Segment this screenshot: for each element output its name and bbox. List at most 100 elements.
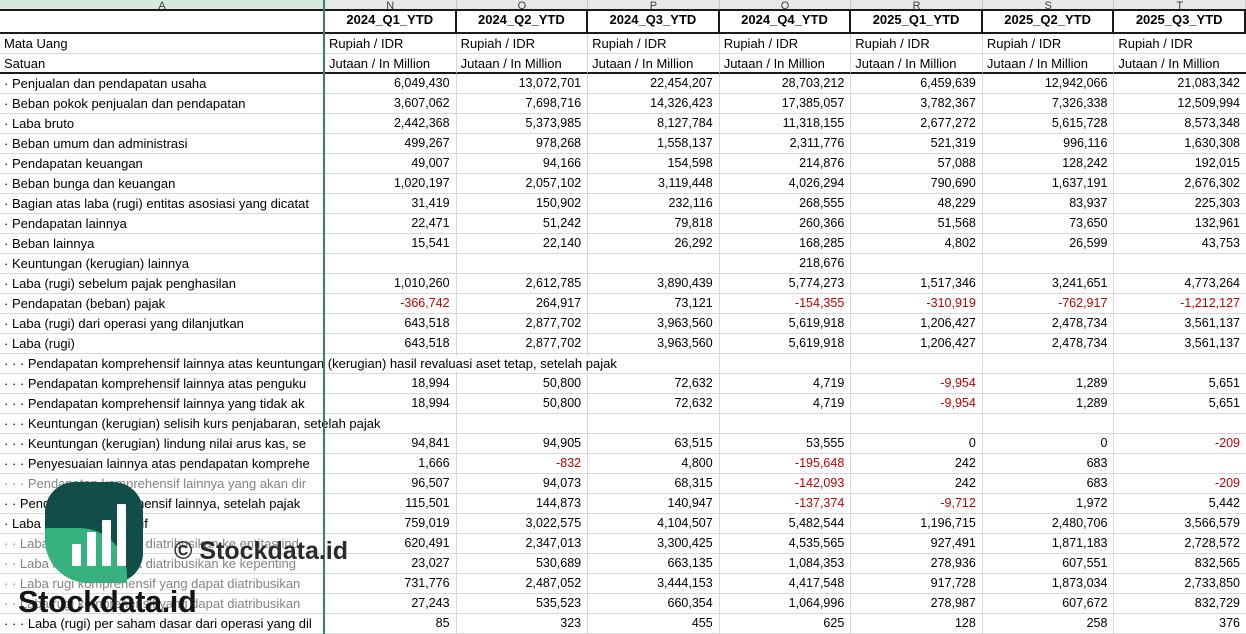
value-cell[interactable]: 154,598	[588, 154, 720, 174]
value-cell[interactable]: 5,373,985	[456, 114, 589, 134]
value-cell[interactable]: 8,127,784	[588, 114, 720, 134]
value-cell[interactable]: 2,478,734	[982, 314, 1115, 334]
meta-value[interactable]: Jutaan / In Million	[1114, 54, 1246, 74]
value-cell[interactable]: 94,841	[325, 434, 457, 454]
value-cell[interactable]: 218,676	[719, 254, 852, 274]
value-cell[interactable]: 14,326,423	[588, 94, 720, 114]
value-cell[interactable]: 128	[851, 614, 983, 634]
value-cell[interactable]: 4,802	[851, 234, 983, 254]
period-header[interactable]: 2025_Q2_YTD	[983, 11, 1115, 32]
value-cell[interactable]: 13,072,701	[456, 74, 589, 94]
value-cell[interactable]: 7,326,338	[982, 94, 1115, 114]
value-cell[interactable]: 1,196,715	[851, 514, 983, 534]
row-label[interactable]: · Keuntungan (kerugian) lainnya	[0, 254, 325, 274]
value-cell[interactable]: 18,994	[325, 394, 457, 414]
value-cell[interactable]: 260,366	[719, 214, 852, 234]
value-cell[interactable]: 535,523	[456, 594, 589, 614]
value-cell[interactable]: 2,728,572	[1114, 534, 1246, 554]
value-cell[interactable]: 28,703,212	[719, 74, 852, 94]
value-cell[interactable]: 0	[851, 434, 983, 454]
row-label[interactable]: · Laba bruto	[0, 114, 325, 134]
value-cell[interactable]: 50,800	[456, 394, 589, 414]
value-cell[interactable]: 132,961	[1114, 214, 1246, 234]
value-cell[interactable]: 4,719	[719, 394, 852, 414]
value-cell[interactable]: 4,773,264	[1114, 274, 1246, 294]
value-cell[interactable]: 258	[982, 614, 1115, 634]
value-cell[interactable]: 3,963,560	[588, 314, 720, 334]
value-cell[interactable]: 268,555	[719, 194, 852, 214]
value-cell[interactable]: 2,311,776	[719, 134, 852, 154]
value-cell[interactable]: 1,871,183	[982, 534, 1115, 554]
corner-cell[interactable]	[0, 11, 325, 32]
value-cell[interactable]: 0	[982, 434, 1115, 454]
value-cell[interactable]: 1,206,427	[851, 334, 983, 354]
value-cell[interactable]: 376	[1114, 614, 1246, 634]
row-label[interactable]: · Laba rugi komprehensif	[0, 514, 325, 534]
value-cell[interactable]: 927,491	[851, 534, 983, 554]
row-label[interactable]: · · · Keuntungan (kerugian) selisih kurs…	[0, 414, 384, 434]
value-cell[interactable]: 72,632	[588, 374, 720, 394]
value-cell[interactable]: -154,355	[719, 294, 852, 314]
value-cell[interactable]: 12,942,066	[982, 74, 1115, 94]
value-cell[interactable]: 1,873,034	[982, 574, 1115, 594]
value-cell[interactable]: 5,651	[1114, 374, 1246, 394]
value-cell[interactable]: 15,541	[325, 234, 457, 254]
value-cell[interactable]: -310,919	[851, 294, 983, 314]
value-cell[interactable]: -137,374	[719, 494, 852, 514]
value-cell[interactable]: 978,268	[456, 134, 589, 154]
value-cell[interactable]	[851, 354, 983, 374]
value-cell[interactable]: 168,285	[719, 234, 852, 254]
value-cell[interactable]	[456, 414, 589, 434]
value-cell[interactable]: 96,507	[325, 474, 457, 494]
value-cell[interactable]: 21,083,342	[1114, 74, 1246, 94]
value-cell[interactable]: 1,289	[982, 394, 1115, 414]
value-cell[interactable]: 5,619,918	[719, 334, 852, 354]
value-cell[interactable]: 115,501	[325, 494, 457, 514]
row-label[interactable]: · · · Pendapatan komprehensif lainnya ya…	[0, 474, 325, 494]
value-cell[interactable]: 3,566,579	[1114, 514, 1246, 534]
value-cell[interactable]: 663,135	[588, 554, 720, 574]
value-cell[interactable]: 53,555	[719, 434, 852, 454]
value-cell[interactable]: 278,987	[851, 594, 983, 614]
value-cell[interactable]: 3,890,439	[588, 274, 720, 294]
value-cell[interactable]: 2,877,702	[456, 314, 589, 334]
value-cell[interactable]: 278,936	[851, 554, 983, 574]
value-cell[interactable]: 3,300,425	[588, 534, 720, 554]
meta-value[interactable]: Rupiah / IDR	[719, 34, 852, 54]
value-cell[interactable]: 1,517,346	[851, 274, 983, 294]
value-cell[interactable]: 2,677,272	[851, 114, 983, 134]
meta-value[interactable]: Jutaan / In Million	[588, 54, 720, 74]
value-cell[interactable]: 6,459,639	[851, 74, 983, 94]
value-cell[interactable]: 49,007	[325, 154, 457, 174]
value-cell[interactable]: 23,027	[325, 554, 457, 574]
value-cell[interactable]: 1,010,260	[325, 274, 457, 294]
value-cell[interactable]: 27,243	[325, 594, 457, 614]
value-cell[interactable]: 3,241,651	[982, 274, 1115, 294]
value-cell[interactable]: 4,104,507	[588, 514, 720, 534]
value-cell[interactable]: -142,093	[719, 474, 852, 494]
meta-value[interactable]: Jutaan / In Million	[982, 54, 1115, 74]
value-cell[interactable]: 5,774,273	[719, 274, 852, 294]
value-cell[interactable]: 22,471	[325, 214, 457, 234]
row-label[interactable]: · · Laba rugi yang dapat diatribusikan k…	[0, 534, 325, 554]
value-cell[interactable]: 4,026,294	[719, 174, 852, 194]
period-header[interactable]: 2025_Q3_YTD	[1114, 11, 1246, 32]
value-cell[interactable]: 5,482,544	[719, 514, 852, 534]
value-cell[interactable]: 5,651	[1114, 394, 1246, 414]
value-cell[interactable]	[1114, 454, 1246, 474]
value-cell[interactable]: 79,818	[588, 214, 720, 234]
value-cell[interactable]: 11,318,155	[719, 114, 852, 134]
value-cell[interactable]: 455	[588, 614, 720, 634]
value-cell[interactable]: 1,064,996	[719, 594, 852, 614]
value-cell[interactable]: 643,518	[325, 334, 457, 354]
period-header[interactable]: 2024_Q1_YTD	[325, 11, 457, 32]
value-cell[interactable]: 5,442	[1114, 494, 1246, 514]
row-label[interactable]: · Beban umum dan administrasi	[0, 134, 325, 154]
value-cell[interactable]: 607,551	[982, 554, 1115, 574]
meta-value[interactable]: Jutaan / In Million	[325, 54, 457, 74]
value-cell[interactable]: 1,637,191	[982, 174, 1115, 194]
value-cell[interactable]: 1,084,353	[719, 554, 852, 574]
value-cell[interactable]: -9,954	[851, 394, 983, 414]
value-cell[interactable]: 5,619,918	[719, 314, 852, 334]
row-label[interactable]: · · · Keuntungan (kerugian) lindung nila…	[0, 434, 325, 454]
